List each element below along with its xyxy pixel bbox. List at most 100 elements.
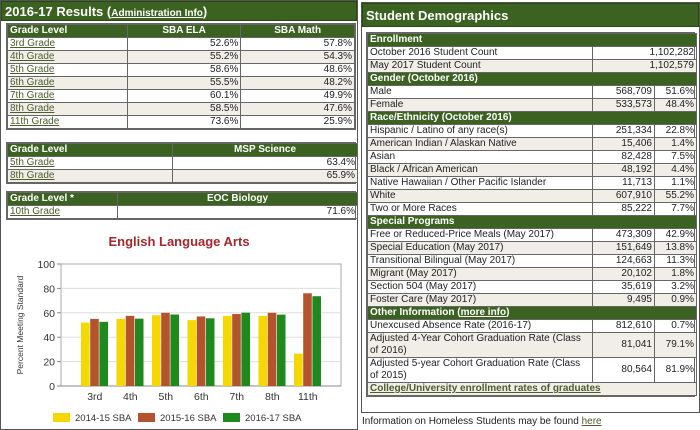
- section-header: Enrollment: [367, 33, 697, 47]
- ela-chart: English Language Arts 0 20 40 60 80 100 Percent…: [15, 234, 342, 424]
- bar: [312, 296, 321, 386]
- grade-link[interactable]: 3rd Grade: [10, 38, 56, 50]
- table-row: Male 568,709 51.6%: [367, 85, 697, 99]
- legend-label: 2016-17 SBA: [245, 413, 302, 424]
- bar: [90, 318, 99, 386]
- bar: [161, 312, 170, 386]
- chart-title: English Language Arts: [108, 234, 249, 249]
- row-label: Free or Reduced-Price Meals (May 2017): [367, 228, 593, 242]
- row-percent: 55.2%: [654, 189, 697, 203]
- table-row: Special Education (May 2017) 151,649 13.8%: [367, 241, 697, 255]
- eoc-table: Grade Level * EOC Biology 10th Grade 71.6%: [7, 192, 358, 219]
- row-percent: 0.9%: [654, 293, 697, 307]
- row-count: 124,663: [592, 254, 655, 268]
- row-percent: 81.9%: [654, 357, 697, 383]
- section-header: Gender (October 2016): [367, 72, 697, 86]
- column-header: SBA Math: [240, 24, 355, 38]
- score-cell: 54.3%: [240, 50, 355, 64]
- table-row: Transitional Bilingual (May 2017) 124,663…: [367, 254, 697, 268]
- results-title: 2016-17 Results (Administration Info): [1, 1, 357, 21]
- section-header-text: Special Programs: [370, 216, 455, 228]
- bar: [99, 321, 108, 386]
- score-cell: 48.2%: [240, 76, 355, 90]
- row-label: Two or More Races: [367, 202, 593, 216]
- column-header: Grade Level *: [7, 192, 118, 206]
- row-percent: 79.1%: [654, 332, 697, 358]
- grade-cell: 11th Grade: [7, 115, 128, 129]
- row-percent: 3.2%: [654, 280, 697, 294]
- table-row: 8th Grade 58.5% 47.6%: [7, 102, 355, 116]
- grade-link[interactable]: 5th Grade: [10, 157, 55, 169]
- x-tick-label: 11th: [298, 391, 318, 403]
- legend-swatch: [223, 413, 240, 422]
- homeless-here-link[interactable]: here: [581, 416, 602, 427]
- administration-info-link[interactable]: Administration Info: [111, 8, 203, 19]
- row-label: Black / African American: [367, 163, 593, 177]
- grade-cell: 7th Grade: [7, 89, 128, 103]
- more-info-link[interactable]: more info: [460, 307, 507, 319]
- grade-cell: 4th Grade: [7, 50, 128, 64]
- row-percent: 11.3%: [654, 254, 697, 268]
- x-tick-label: 3rd: [87, 391, 102, 403]
- grade-link[interactable]: 4th Grade: [10, 51, 55, 63]
- score-cell: 63.4%: [172, 156, 358, 170]
- footer-row: College/University enrollment rates of g…: [367, 382, 697, 396]
- grade-cell: 5th Grade: [7, 156, 173, 170]
- x-tick-label: 4th: [123, 391, 138, 403]
- results-panel: 2016-17 Results (Administration Info) Gr…: [0, 0, 358, 430]
- header-row: Grade Level MSP Science: [7, 143, 358, 157]
- y-tick-label: 40: [43, 332, 55, 344]
- msp-table-wrap: Grade Level MSP Science 5th Grade 63.4% 8th …: [6, 142, 358, 184]
- grade-link[interactable]: 10th Grade: [10, 206, 61, 218]
- grade-link[interactable]: 8th Grade: [10, 170, 55, 182]
- row-percent: 51.6%: [654, 85, 697, 99]
- row-percent: 0.7%: [654, 319, 697, 333]
- section-header: Special Programs: [367, 215, 697, 229]
- table-row: Two or More Races 85,222 7.7%: [367, 202, 697, 216]
- legend-swatch: [138, 413, 155, 422]
- grade-link[interactable]: 5th Grade: [10, 64, 55, 76]
- row-count: 1,102,579: [592, 59, 697, 73]
- row-label: Hispanic / Latino of any race(s): [367, 124, 593, 138]
- demographics-title: Student Demographics: [362, 3, 699, 27]
- grade-link[interactable]: 6th Grade: [10, 77, 55, 89]
- grade-cell: 6th Grade: [7, 76, 128, 90]
- grade-cell: 5th Grade: [7, 63, 128, 77]
- table-row: 10th Grade 71.6%: [7, 205, 358, 219]
- table-row: 4th Grade 55.2% 54.3%: [7, 50, 355, 64]
- row-label: Transitional Bilingual (May 2017): [367, 254, 593, 268]
- row-count: 11,713: [592, 176, 655, 190]
- legend-swatch: [53, 413, 70, 422]
- table-row: Migrant (May 2017) 20,102 1.8%: [367, 267, 697, 281]
- sba-table: Grade Level SBA ELA SBA Math 3rd Grade 52.6%…: [7, 24, 355, 129]
- demographics-table: Enrollment October 2016 Student Count 1,10…: [367, 33, 697, 396]
- table-row: Section 504 (May 2017) 35,619 3.2%: [367, 280, 697, 294]
- legend-label: 2014-15 SBA: [75, 413, 132, 424]
- table-row: 5th Grade 63.4%: [7, 156, 358, 170]
- score-cell: 60.1%: [126, 89, 242, 103]
- table-row: May 2017 Student Count 1,102,579: [367, 59, 697, 73]
- x-tick-label: 5th: [158, 391, 173, 403]
- section-header-row: Race/Ethnicity (October 2016): [367, 111, 697, 125]
- y-tick-label: 100: [37, 259, 55, 271]
- grade-link[interactable]: 7th Grade: [10, 90, 55, 102]
- table-row: 3rd Grade 52.6% 57.8%: [7, 37, 355, 51]
- grade-link[interactable]: 8th Grade: [10, 103, 55, 115]
- results-title-end: ): [202, 4, 208, 19]
- score-cell: 48.6%: [240, 63, 355, 77]
- grade-cell: 10th Grade: [7, 205, 118, 219]
- section-header-text: Race/Ethnicity (October 2016): [370, 112, 512, 124]
- row-count: 251,334: [592, 124, 655, 138]
- homeless-text: Information on Homeless Students may be …: [362, 416, 582, 427]
- header-row: Grade Level * EOC Biology: [7, 192, 358, 206]
- row-percent: 22.8%: [654, 124, 697, 138]
- row-count: 20,102: [592, 267, 655, 281]
- row-count: 81,041: [592, 332, 655, 358]
- row-count: 48,192: [592, 163, 655, 177]
- college-enrollment-link[interactable]: College/University enrollment rates of g…: [370, 383, 601, 395]
- row-label: Unexcused Absence Rate (2016-17): [367, 319, 593, 333]
- grade-link[interactable]: 11th Grade: [10, 116, 60, 128]
- section-header: Other Information (more info): [367, 306, 697, 320]
- row-label: White: [367, 189, 593, 203]
- bar: [187, 320, 197, 386]
